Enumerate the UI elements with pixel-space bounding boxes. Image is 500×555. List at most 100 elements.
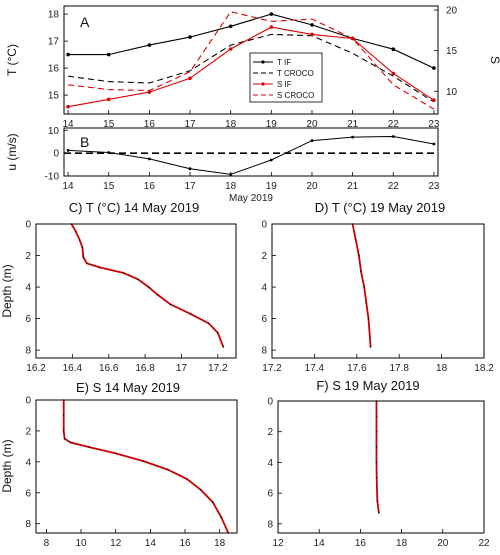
velocity-line bbox=[68, 135, 434, 175]
profile-point bbox=[227, 532, 229, 534]
x-tick-label: 8 bbox=[44, 538, 50, 549]
panel-b-ylabel: u (m/s) bbox=[5, 133, 19, 170]
legend-label-t-croco: T CROCO bbox=[277, 69, 314, 78]
velocity-point bbox=[391, 135, 395, 138]
x-tick-label: 18 bbox=[225, 119, 237, 130]
x-tick-label: 18.2 bbox=[474, 363, 494, 374]
x-tick-label: 12 bbox=[272, 538, 284, 549]
panel-e-frame bbox=[35, 399, 238, 534]
y-tick-label: 2 bbox=[25, 426, 31, 437]
profile-point bbox=[220, 516, 223, 519]
x-tick-label: 16 bbox=[179, 538, 191, 549]
y-tick-label: 4 bbox=[261, 283, 267, 294]
x-tick-label: 17.4 bbox=[305, 363, 325, 374]
panel-d-series bbox=[351, 223, 372, 348]
x-tick-label: 23 bbox=[428, 181, 440, 192]
velocity-point bbox=[432, 142, 436, 146]
y-tick-label: 8 bbox=[267, 519, 273, 530]
panel-e-title: E) S 14 May 2019 bbox=[76, 380, 180, 395]
x-tick-label: 17.2 bbox=[208, 363, 228, 374]
x-tick-label: 16 bbox=[144, 119, 156, 130]
series-t-if-point bbox=[269, 12, 274, 16]
y-tick-label: 17 bbox=[48, 37, 60, 48]
y-tick-label: 0 bbox=[53, 149, 59, 160]
profile-point bbox=[137, 278, 139, 280]
profile-point bbox=[86, 262, 88, 265]
profile-point bbox=[186, 478, 188, 480]
profile-point bbox=[367, 317, 370, 320]
y-tick-label: 18 bbox=[48, 10, 60, 21]
panel-c: C) T (°C) 14 May 2019 Depth (m) 16.2 16.4… bbox=[0, 200, 237, 374]
panel-a-yticks-left: 15 16 17 18 bbox=[48, 10, 68, 102]
x-tick-label: 18 bbox=[214, 538, 226, 549]
y-tick-label: 2 bbox=[261, 251, 267, 262]
legend-entry-t-if: T IF bbox=[253, 58, 291, 67]
panel-f-title: F) S 19 May 2019 bbox=[316, 378, 419, 393]
profile-point bbox=[375, 461, 378, 464]
y-tick-label: 16 bbox=[48, 64, 60, 75]
profile-point bbox=[208, 322, 210, 324]
profile-point bbox=[212, 501, 214, 503]
x-tick-label: 15 bbox=[103, 119, 115, 130]
velocity-point bbox=[310, 139, 314, 143]
y-tick-label: 8 bbox=[25, 346, 31, 357]
y-tick-label: 6 bbox=[25, 314, 31, 325]
x-tick-label: 20 bbox=[306, 119, 318, 130]
x-tick-label: 17.6 bbox=[347, 363, 367, 374]
panel-c-frame bbox=[35, 223, 237, 359]
y-tick-label: 15 bbox=[48, 91, 60, 102]
panel-b-label: B bbox=[80, 134, 89, 150]
panel-c-title: C) T (°C) 14 May 2019 bbox=[69, 200, 199, 215]
profile-point bbox=[365, 302, 367, 304]
series-t-if-point bbox=[391, 47, 396, 51]
profile-point bbox=[376, 477, 378, 479]
x-tick-label: 17.8 bbox=[389, 363, 409, 374]
legend-entry-s-croco: S CROCO bbox=[253, 91, 314, 100]
y-tick-label: 6 bbox=[261, 314, 267, 325]
profile-point bbox=[376, 500, 378, 502]
x-tick-label: 16.4 bbox=[63, 363, 83, 374]
x-tick-label: 18 bbox=[436, 363, 448, 374]
x-tick-label: 12 bbox=[110, 538, 122, 549]
x-tick-label: 14 bbox=[63, 181, 75, 192]
x-tick-label: 20 bbox=[437, 538, 449, 549]
panel-c-yticks: 0 2 4 6 8 bbox=[25, 220, 40, 357]
series-s-if-point bbox=[310, 32, 314, 37]
x-tick-label: 18 bbox=[396, 538, 408, 549]
panel-c-xticks: 16.2 16.4 16.6 16.8 17 17.2 bbox=[26, 354, 228, 374]
x-tick-label: 17.2 bbox=[262, 363, 282, 374]
x-tick-label: 17 bbox=[176, 363, 188, 374]
x-tick-label: 21 bbox=[347, 119, 359, 130]
series-t-if-point bbox=[228, 24, 233, 29]
profile-point bbox=[63, 414, 65, 417]
panel-e-ylabel: Depth (m) bbox=[0, 439, 14, 492]
profile-point bbox=[75, 231, 77, 233]
velocity-point bbox=[66, 149, 70, 152]
series-t-if-point bbox=[432, 66, 436, 70]
legend-entry-t-croco: T CROCO bbox=[253, 69, 314, 78]
x-tick-label: 20 bbox=[306, 181, 318, 192]
velocity-point bbox=[148, 157, 151, 161]
series-t-if-point bbox=[106, 52, 111, 57]
profile-point bbox=[375, 415, 378, 417]
profile-point bbox=[81, 246, 84, 249]
panel-b-series bbox=[64, 135, 438, 176]
panel-b: B u (m/s) May 2019 14 15 16 17 18 19 20 21 22 23 … bbox=[5, 126, 440, 204]
profile-line bbox=[62, 400, 230, 534]
series-s-if-point bbox=[432, 98, 436, 102]
panel-b-frame bbox=[63, 127, 439, 177]
panel-b-xticks: 14 15 16 17 18 19 20 21 22 23 bbox=[63, 172, 440, 192]
profile-point bbox=[199, 489, 202, 491]
panel-d-frame bbox=[271, 223, 485, 359]
profile-point bbox=[78, 239, 81, 241]
series-t-if-point bbox=[310, 23, 314, 27]
y-tick-label: -10 bbox=[45, 172, 60, 183]
y-tick-label: 4 bbox=[267, 458, 273, 469]
x-tick-label: 16 bbox=[355, 538, 367, 549]
panel-b-xlabel: May 2019 bbox=[229, 193, 273, 204]
profile-point bbox=[89, 446, 91, 448]
series-s-if-point bbox=[391, 71, 396, 76]
panel-c-series bbox=[70, 223, 225, 348]
y-tick-label: 4 bbox=[25, 283, 31, 294]
profile-point bbox=[378, 512, 380, 514]
